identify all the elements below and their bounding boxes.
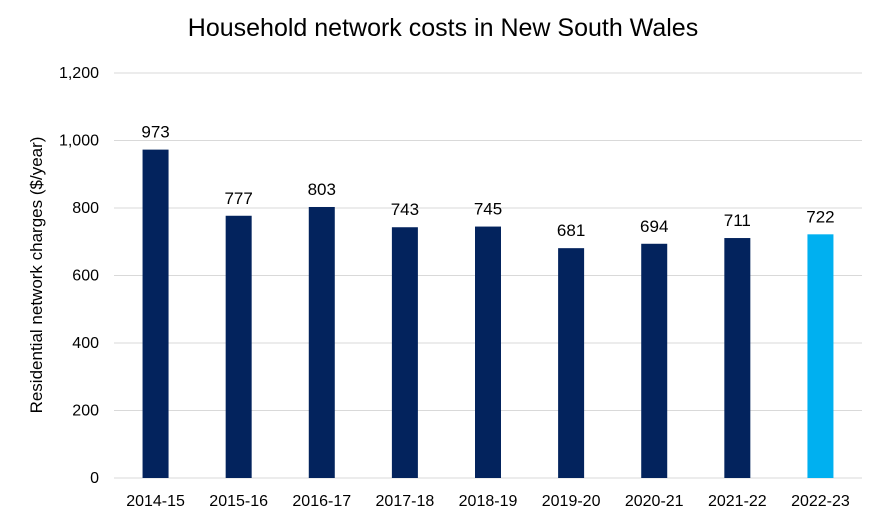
x-tick-label: 2020-21 [625,493,684,510]
y-tick-label: 600 [72,268,99,285]
y-axis-title: Residential network charges ($/year) [27,137,46,414]
y-axis-ticks: 0 200 400 600 800 1,000 1,200 [59,65,99,487]
y-tick-label: 200 [72,403,99,420]
data-labels: 973 777 803 743 745 681 694 711 722 [141,123,834,241]
x-tick-label: 2019-20 [542,493,601,510]
bar-2018-19 [475,226,501,478]
y-tick-label: 1,000 [59,133,99,150]
x-tick-label: 2022-23 [791,493,850,510]
bar-2022-23 [807,234,834,478]
y-tick-label: 1,200 [59,65,99,82]
x-tick-label: 2015-16 [209,493,268,510]
bar-2021-22 [724,238,751,478]
y-tick-label: 400 [72,335,99,352]
data-label: 694 [640,217,668,236]
data-label: 711 [724,211,751,230]
data-label: 803 [308,180,336,199]
x-tick-label: 2017-18 [376,493,435,510]
data-label: 973 [141,123,169,142]
y-tick-label: 0 [90,470,99,487]
data-label: 722 [806,207,834,226]
data-label: 681 [557,221,585,240]
x-tick-label: 2016-17 [292,493,351,510]
x-axis-ticks: 2014-15 2015-16 2016-17 2017-18 2018-19 2019-… [126,493,850,510]
data-label: 745 [474,200,502,219]
x-tick-label: 2014-15 [126,493,185,510]
bar-2016-17 [308,206,335,479]
bar-2019-20 [558,248,585,478]
data-label: 743 [391,200,419,219]
bar-2015-16 [225,215,252,478]
x-tick-label: 2021-22 [708,493,767,510]
chart-title: Household network costs in New South Wal… [187,14,699,42]
bar-2017-18 [391,227,418,478]
data-label: 777 [224,189,252,208]
bars [142,149,834,479]
bar-2020-21 [641,243,668,478]
x-tick-label: 2018-19 [459,493,518,510]
y-tick-label: 800 [72,200,99,217]
bar-2014-15 [142,149,169,479]
